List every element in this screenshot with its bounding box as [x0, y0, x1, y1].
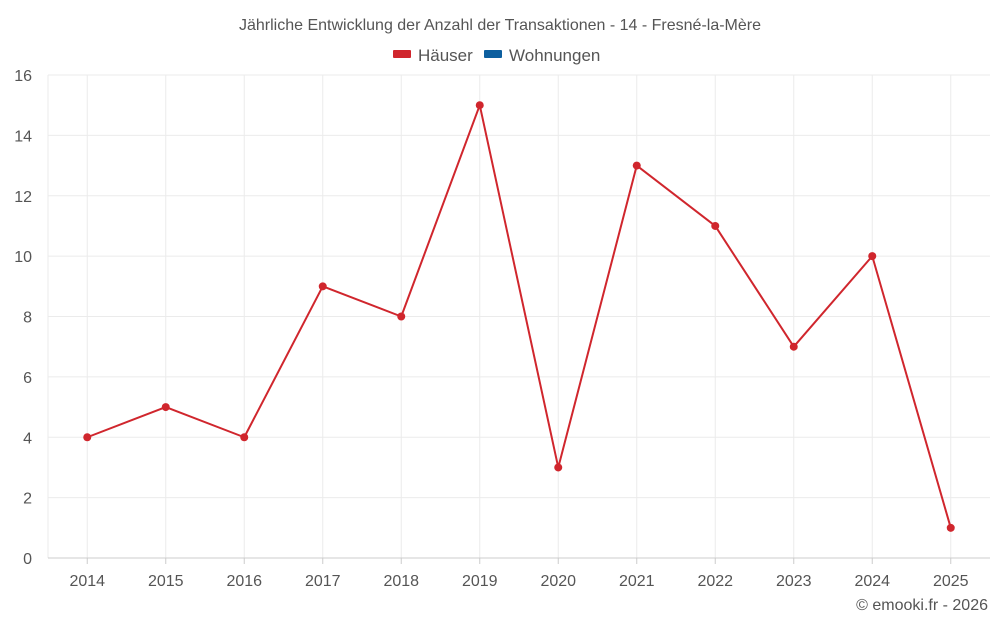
series-layer [83, 101, 955, 532]
y-tick-label: 12 [14, 189, 32, 206]
gridlines [48, 74, 990, 558]
series-line-0 [86, 104, 952, 529]
x-tick-label: 2017 [305, 573, 341, 590]
data-point[interactable] [475, 101, 484, 110]
x-tick-label: 2015 [148, 573, 184, 590]
legend: Häuser Wohnungen [393, 46, 600, 65]
legend-label-wohnungen: Wohnungen [509, 46, 600, 65]
x-tick-label: 2014 [69, 573, 105, 590]
legend-swatch-wohnungen [484, 50, 502, 58]
y-tick-label: 0 [23, 551, 32, 568]
data-point[interactable] [789, 342, 798, 351]
x-tick-label: 2021 [619, 573, 655, 590]
x-tick-label: 2023 [776, 573, 812, 590]
legend-item-wohnungen[interactable]: Wohnungen [484, 46, 600, 65]
x-tick-label: 2025 [933, 573, 969, 590]
data-point[interactable] [161, 403, 170, 412]
data-point[interactable] [397, 312, 406, 321]
legend-item-haeuser[interactable]: Häuser [393, 46, 473, 65]
x-tick-label: 2019 [462, 573, 498, 590]
x-tick-label: 2020 [540, 573, 576, 590]
x-tick-label: 2022 [697, 573, 733, 590]
y-tick-label: 6 [23, 370, 32, 387]
x-tick-label: 2018 [383, 573, 419, 590]
y-tick-label: 16 [14, 68, 32, 85]
y-axis: 0 2 4 6 8 10 12 14 16 [14, 68, 49, 568]
y-tick-label: 14 [14, 128, 32, 145]
data-point[interactable] [318, 282, 327, 291]
legend-label-haeuser: Häuser [418, 46, 473, 65]
y-tick-label: 4 [23, 430, 32, 447]
data-point[interactable] [83, 433, 92, 442]
y-tick-label: 2 [23, 491, 32, 508]
x-tick-label: 2016 [226, 573, 262, 590]
data-point[interactable] [554, 463, 563, 472]
y-tick-label: 10 [14, 249, 32, 266]
data-point[interactable] [868, 252, 877, 261]
data-point[interactable] [240, 433, 249, 442]
x-axis: 2014 2015 2016 2017 2018 2019 2020 2021 2022 2023… [48, 557, 990, 590]
data-point[interactable] [632, 161, 641, 170]
data-point[interactable] [946, 523, 955, 532]
data-point[interactable] [711, 221, 720, 230]
chart-title: Jährliche Entwicklung der Anzahl der Tra… [239, 17, 761, 34]
y-tick-label: 8 [23, 310, 32, 327]
legend-swatch-haeuser [393, 50, 411, 58]
credit-text: © emooki.fr - 2026 [856, 597, 988, 614]
x-tick-label: 2024 [854, 573, 890, 590]
